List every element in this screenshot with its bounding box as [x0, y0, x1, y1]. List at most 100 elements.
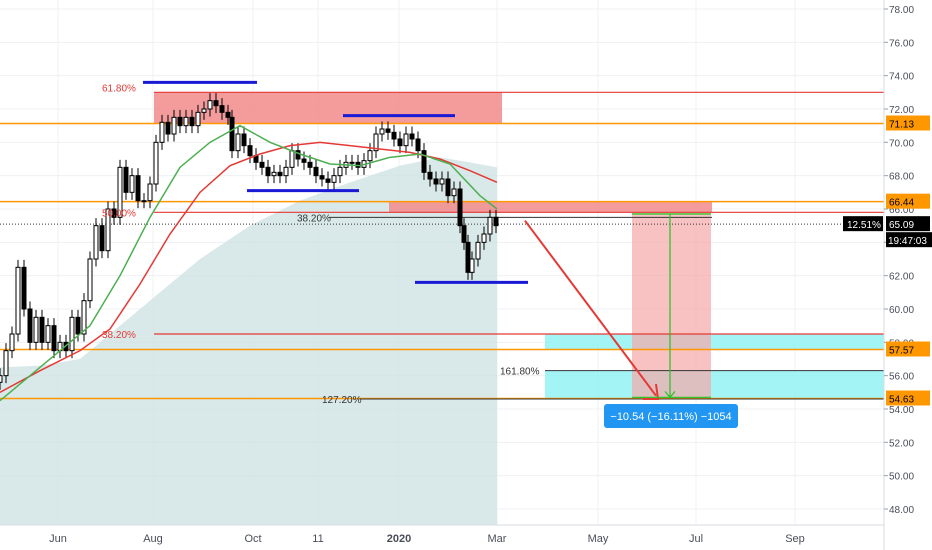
candle-body: [469, 258, 475, 273]
candle-body: [283, 166, 289, 177]
candle-31: [183, 109, 189, 134]
candle-54: [319, 168, 325, 187]
fib-label-3: 38.20%: [102, 330, 136, 341]
projection-arrow: [524, 220, 657, 397]
candle-48: [283, 159, 289, 184]
candle-68: [403, 126, 409, 154]
candle-body: [337, 166, 343, 177]
candle-body: [195, 111, 201, 127]
candle-body: [493, 216, 499, 227]
candle-18: [105, 201, 111, 259]
candle-79: [465, 234, 471, 280]
candle-body: [397, 138, 403, 147]
candle-body: [219, 105, 225, 113]
candle-body: [247, 145, 253, 157]
candle-46: [271, 164, 277, 184]
candle-body: [111, 208, 117, 218]
candle-body: [33, 316, 39, 343]
candle-body: [415, 138, 421, 152]
candle-5: [27, 301, 33, 350]
candle-1: [3, 343, 9, 384]
candle-7: [39, 309, 45, 350]
candle-body: [461, 225, 467, 243]
candle-body: [135, 175, 141, 202]
price-tag-box: [886, 115, 930, 131]
candle-body: [117, 166, 123, 218]
y-tick-label-13: 74.00: [889, 72, 914, 83]
candle-15: [87, 251, 93, 309]
candle-body: [307, 161, 313, 168]
candle-10: [57, 334, 63, 359]
candle-45: [265, 159, 271, 184]
candle-41: [241, 126, 247, 154]
candle-body: [241, 133, 247, 147]
candle-body: [229, 116, 235, 152]
candle-55: [325, 171, 331, 190]
price-tag-box: [886, 341, 930, 357]
price-tag-3: 57.57: [886, 341, 930, 357]
countdown-tag-text: 19:47:03: [888, 236, 927, 247]
candle-8: [45, 318, 51, 350]
candle-4: [21, 259, 27, 317]
candle-body: [379, 128, 385, 135]
price-tag-box: [886, 390, 930, 406]
y-tick-label-0: 48.00: [889, 505, 914, 516]
candle-body: [367, 150, 373, 162]
candle-74: [439, 171, 445, 192]
candle-80: [469, 251, 475, 280]
candle-body: [129, 175, 135, 193]
candle-body: [421, 150, 427, 173]
candle-17: [99, 218, 105, 259]
candle-77: [457, 181, 463, 234]
candle-53: [313, 159, 319, 184]
fib-label-0: 61.80%: [102, 83, 136, 94]
candle-57: [337, 159, 343, 184]
candle-body: [159, 121, 165, 143]
price-tag-text: 54.63: [889, 395, 914, 406]
candle-body: [171, 116, 177, 135]
candle-72: [427, 164, 433, 187]
y-tick-label-12: 72.00: [889, 105, 914, 116]
target-zone-2: [545, 370, 884, 399]
candle-21: [123, 159, 129, 200]
candle-body: [295, 150, 301, 160]
candle-3: [15, 259, 21, 342]
candle-27: [159, 114, 165, 150]
candle-body: [445, 178, 451, 197]
candle-body: [225, 111, 231, 118]
price-tag-text: 57.57: [889, 346, 914, 357]
candle-body: [391, 131, 397, 140]
x-tick-label-4: 2020: [387, 533, 411, 545]
candle-43: [253, 148, 259, 170]
candle-22: [129, 168, 135, 200]
candle-body: [475, 241, 481, 260]
x-tick-label-8: Sep: [785, 533, 805, 545]
measure-arrowhead: [664, 390, 676, 399]
candle-75: [445, 171, 451, 204]
candle-6: [33, 309, 39, 350]
candle-body: [141, 200, 147, 203]
candle-2: [9, 326, 15, 359]
candle-59: [349, 154, 355, 170]
candle-body: [481, 233, 487, 243]
candle-body: [289, 150, 295, 168]
y-tick-label-14: 76.00: [889, 38, 914, 49]
candle-body: [427, 171, 433, 180]
candle-9: [51, 318, 57, 359]
candle-body: [439, 178, 445, 185]
candle-20: [117, 159, 123, 225]
price-series: [0, 93, 499, 390]
drawings: −10.54 (−16.11%) −1054: [143, 80, 738, 428]
candle-64: [379, 121, 385, 142]
area-fill: [0, 157, 497, 526]
candle-body: [3, 350, 9, 377]
candle-body: [213, 100, 219, 107]
candle-body: [39, 316, 45, 343]
x-tick-label-6: May: [588, 533, 609, 545]
candle-body: [99, 225, 105, 252]
candle-67: [397, 131, 403, 154]
candle-body: [457, 188, 463, 227]
candle-28: [165, 114, 171, 142]
candle-body: [313, 166, 319, 177]
